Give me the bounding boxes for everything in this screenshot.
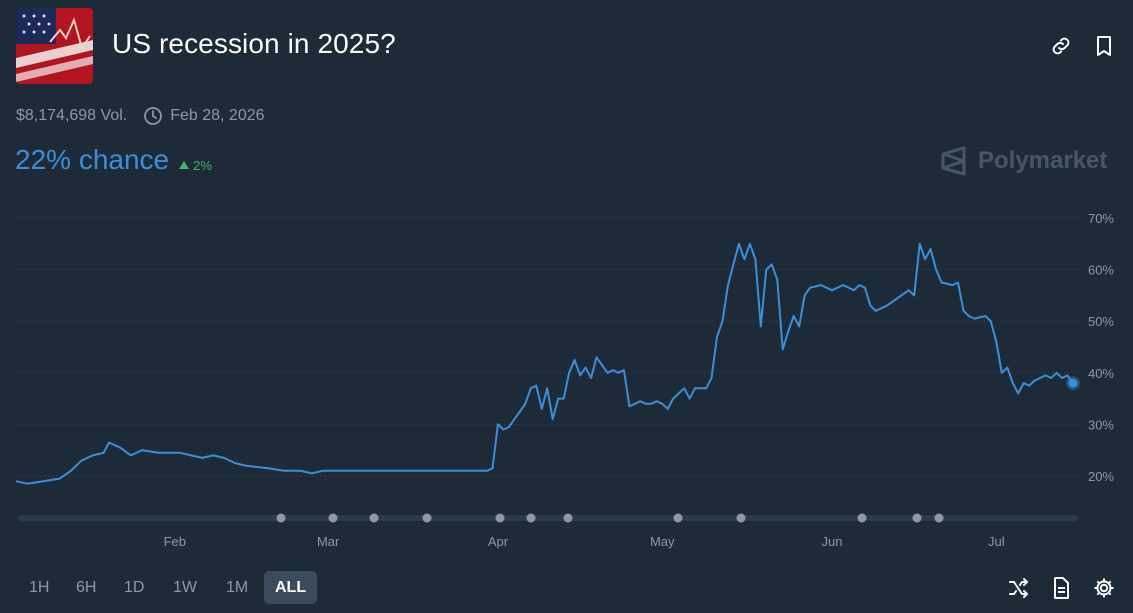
settings-icon[interactable]	[1092, 576, 1116, 600]
bookmark-icon[interactable]	[1092, 34, 1116, 58]
event-marker[interactable]	[934, 513, 944, 523]
y-tick-label: 40%	[1088, 366, 1114, 381]
market-title: US recession in 2025?	[112, 28, 396, 59]
market-meta: $8,174,698 Vol. Feb 28, 2026	[16, 106, 265, 126]
y-tick-label: 70%	[1088, 211, 1114, 226]
event-marker[interactable]	[422, 513, 432, 523]
shuffle-icon[interactable]	[1006, 576, 1030, 600]
chance-delta: 2%	[179, 158, 212, 173]
timeframe-6h-button[interactable]: 6H	[76, 579, 97, 596]
chance-value: 22% chance	[15, 144, 170, 175]
timeframe-1w-button[interactable]: 1W	[173, 579, 197, 596]
event-marker[interactable]	[328, 513, 338, 523]
event-marker[interactable]	[736, 513, 746, 523]
y-tick-label: 50%	[1088, 314, 1114, 329]
clock-icon	[143, 106, 163, 126]
polymarket-logo: Polymarket	[940, 145, 1107, 177]
current-point	[1068, 378, 1078, 388]
triangle-up-icon	[179, 161, 190, 169]
end-date: Feb 28, 2026	[170, 107, 265, 124]
event-marker[interactable]	[857, 513, 867, 523]
chance-display: 22% chance 2%	[15, 144, 212, 176]
timeframe-1h-button[interactable]: 1H	[29, 579, 50, 596]
event-marker[interactable]	[912, 513, 922, 523]
event-marker[interactable]	[276, 513, 286, 523]
timeframe-1m-button[interactable]: 1M	[226, 579, 249, 596]
market-thumbnail	[16, 8, 93, 84]
price-line	[15, 242, 1074, 485]
event-marker[interactable]	[526, 513, 536, 523]
event-marker[interactable]	[495, 513, 505, 523]
y-tick-label: 30%	[1088, 417, 1114, 432]
y-tick-label: 20%	[1088, 469, 1114, 484]
event-marker[interactable]	[563, 513, 573, 523]
volume-text: $8,174,698 Vol.	[16, 107, 128, 124]
timeframe-all-button[interactable]: ALL	[264, 571, 318, 604]
x-tick-label: Apr	[488, 534, 509, 549]
event-marker[interactable]	[673, 513, 683, 523]
x-tick-label: Feb	[164, 534, 186, 549]
brand-name: Polymarket	[978, 147, 1108, 174]
x-tick-label: Jul	[988, 534, 1005, 549]
event-marker[interactable]	[369, 513, 379, 523]
timeframe-1d-button[interactable]: 1D	[124, 579, 145, 596]
x-tick-label: Jun	[822, 534, 843, 549]
price-chart[interactable]: 20% 30% 40% 50% 60% 70% Feb Mar Apr May Jun Jul	[0, 200, 1133, 560]
document-icon[interactable]	[1049, 576, 1073, 600]
x-tick-label: May	[650, 534, 675, 549]
polymarket-mark-icon	[941, 146, 966, 176]
delta-value: 2%	[193, 157, 212, 173]
y-tick-label: 60%	[1088, 263, 1114, 278]
link-icon[interactable]	[1049, 34, 1073, 58]
x-tick-label: Mar	[317, 534, 340, 549]
